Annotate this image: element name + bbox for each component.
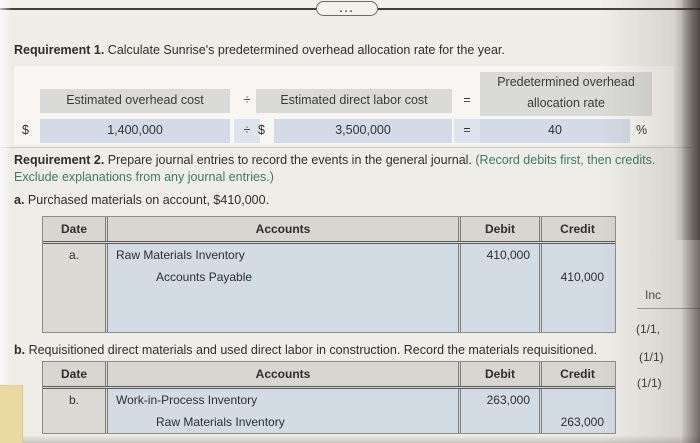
credit-cell[interactable]	[539, 389, 613, 411]
equals-sign-value-row: =	[454, 119, 480, 143]
header-accounts: Accounts	[105, 362, 458, 386]
header-date: Date	[43, 217, 105, 241]
panel-resize-handle[interactable]: ...	[316, 1, 378, 16]
journal-a-row-4	[43, 310, 615, 332]
credit-cell[interactable]	[539, 288, 613, 310]
transaction-b-label: b.	[14, 343, 26, 357]
photo-edge-highlight	[0, 0, 12, 443]
direct-labor-cost-value[interactable]: 3,500,000	[274, 119, 452, 143]
date-cell[interactable]	[43, 266, 105, 288]
formula-header-predetermined-rate: Predetermined overhead allocation rate	[480, 72, 652, 116]
overhead-cost-value[interactable]: 1,400,000	[40, 119, 230, 143]
journal-a-row-3	[43, 288, 615, 310]
overhead-rate-formula: Estimated overhead cost ÷ Estimated dire…	[14, 66, 674, 145]
header-debit: Debit	[458, 217, 539, 241]
date-cell[interactable]	[43, 288, 105, 310]
debit-cell[interactable]	[458, 266, 539, 288]
requirement2-label: Requirement 2.	[14, 153, 105, 167]
debit-cell[interactable]	[458, 310, 539, 332]
journal-b-row-2: Raw Materials Inventory 263,000	[43, 411, 615, 433]
header-date: Date	[43, 362, 105, 386]
requirement2-text-line2: Exclude explanations from any journal en…	[14, 170, 274, 184]
score-badge: (1/1)	[637, 376, 662, 390]
credit-cell[interactable]: 263,000	[539, 411, 613, 433]
formula-header-direct-labor-cost: Estimated direct labor cost	[256, 89, 452, 113]
photo-bottom-shadow	[0, 435, 700, 443]
divide-sign: ÷	[243, 93, 251, 107]
journal-a-row-1: a. Raw Materials Inventory 410,000	[43, 244, 615, 266]
allocation-rate-value[interactable]: 40	[480, 119, 630, 143]
divide-sign-value-row: ÷	[234, 119, 260, 143]
sticky-note-corner	[0, 385, 23, 443]
journal-a-header-row: Date Accounts Debit Credit	[43, 217, 615, 244]
dollar-sign-2: $	[258, 123, 265, 137]
account-cell[interactable]: Raw Materials Inventory	[105, 411, 458, 433]
formula-header-overhead-cost: Estimated overhead cost	[40, 89, 230, 113]
ellipsis-icon: ...	[339, 2, 355, 15]
debit-cell[interactable]	[458, 411, 539, 433]
account-cell[interactable]: Accounts Payable	[105, 266, 458, 288]
debit-cell[interactable]: 410,000	[458, 244, 539, 266]
account-cell[interactable]: Raw Materials Inventory	[105, 244, 458, 266]
percent-sign: %	[636, 119, 656, 143]
account-cell[interactable]: Work-in-Process Inventory	[105, 389, 458, 411]
date-cell[interactable]	[43, 310, 105, 332]
photo-edge-shadow	[682, 0, 700, 443]
header-debit: Debit	[458, 362, 539, 386]
requirement1-text: Requirement 1. Calculate Sunrise's prede…	[14, 43, 505, 57]
header-credit: Credit	[539, 217, 613, 241]
requirement1-label: Requirement 1.	[14, 43, 105, 57]
date-cell[interactable]: b.	[43, 389, 105, 411]
clipped-side-header: Inc	[645, 288, 662, 302]
credit-cell[interactable]	[539, 244, 613, 266]
debit-cell[interactable]: 263,000	[458, 389, 539, 411]
journal-b-row-1: b. Work-in-Process Inventory 263,000	[43, 389, 615, 411]
journal-table-b: Date Accounts Debit Credit b. Work-in-Pr…	[42, 361, 616, 434]
transaction-a-text: a. Purchased materials on account, $410,…	[14, 193, 270, 207]
account-cell[interactable]	[105, 288, 458, 310]
journal-a-row-2: Accounts Payable 410,000	[43, 266, 615, 288]
date-cell[interactable]	[43, 411, 105, 433]
score-badge: (1/1)	[639, 350, 664, 364]
requirement2-text-line1: Requirement 2. Prepare journal entries t…	[14, 153, 656, 167]
account-cell[interactable]	[105, 310, 458, 332]
header-accounts: Accounts	[105, 217, 458, 241]
score-badge: (1/1,	[636, 322, 661, 336]
header-credit: Credit	[539, 362, 613, 386]
journal-b-header-row: Date Accounts Debit Credit	[43, 362, 615, 389]
equals-sign: =	[463, 93, 471, 107]
journal-table-a: Date Accounts Debit Credit a. Raw Materi…	[42, 216, 616, 333]
debit-cell[interactable]	[458, 288, 539, 310]
credit-cell[interactable]: 410,000	[539, 266, 613, 288]
clipped-side-divider	[637, 308, 700, 309]
requirement2-note-part1: (Record debits first, then credits.	[475, 153, 656, 167]
credit-cell[interactable]	[539, 310, 613, 332]
transaction-b-text: b. Requisitioned direct materials and us…	[14, 343, 597, 357]
dollar-sign-1: $	[22, 123, 29, 137]
section-divider	[0, 147, 692, 148]
date-cell[interactable]: a.	[43, 244, 105, 266]
transaction-a-label: a.	[14, 193, 25, 207]
